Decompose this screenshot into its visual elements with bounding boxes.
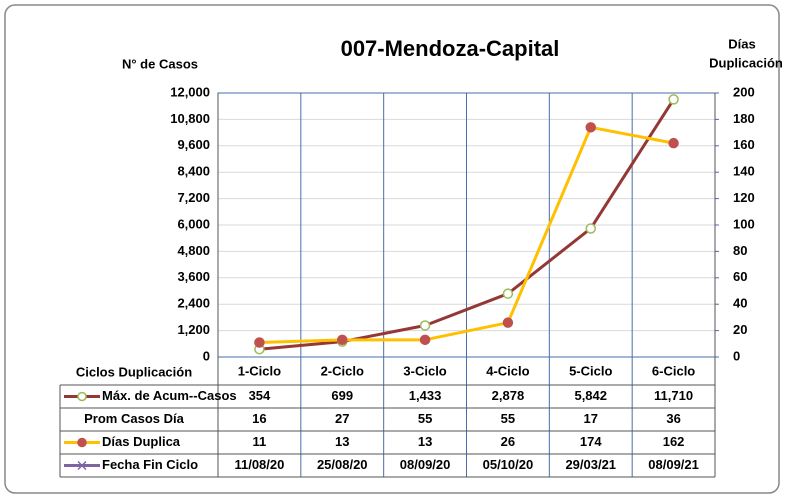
y-tick-label: 6,000 [177, 216, 210, 231]
series-marker [502, 288, 514, 299]
y-tick-label: 3,600 [177, 269, 210, 284]
y2-tick-label: 100 [733, 216, 755, 231]
y2-tick-label: 200 [733, 84, 755, 99]
table-cell: 1,433 [409, 388, 442, 403]
legend-marker [77, 437, 87, 448]
y-tick-label: 9,600 [177, 137, 210, 152]
categories-label: Ciclos Duplicación [76, 364, 192, 379]
y-tick-label: 10,800 [170, 111, 210, 126]
table-cell: 17 [584, 411, 598, 426]
y-tick-label: 0 [203, 348, 210, 363]
x-tick-label: 5-Ciclo [569, 363, 612, 378]
y2-tick-label: 60 [733, 269, 747, 284]
table-cell: 11,710 [654, 388, 693, 403]
y2-tick-label: 80 [733, 243, 747, 258]
y2-axis-label: Duplicación [709, 55, 783, 70]
x-tick-label: 3-Ciclo [403, 363, 446, 378]
table-cell: 13 [418, 434, 432, 449]
series-marker [254, 337, 265, 348]
chart-border [4, 4, 780, 494]
chart-title: 007-Mendoza-Capital [341, 36, 560, 61]
table-cell: 55 [418, 411, 432, 426]
y-tick-label: 2,400 [177, 296, 210, 311]
series-marker [668, 94, 679, 105]
y-tick-label: 4,800 [177, 243, 210, 258]
legend-label: Días Duplica [102, 434, 181, 449]
y2-tick-label: 0 [733, 348, 740, 363]
series-line [259, 98, 675, 351]
table-cell: 354 [249, 388, 271, 403]
table-cell: 29/03/21 [565, 457, 616, 472]
table-cell: 13 [335, 434, 349, 449]
table-cell: 11 [253, 434, 267, 449]
y2-tick-label: 140 [733, 164, 755, 179]
y-tick-label: 8,400 [177, 164, 210, 179]
table-cell: 08/09/21 [648, 457, 699, 472]
legend-label: Fecha Fin Ciclo [102, 457, 198, 472]
table-cell: 174 [580, 434, 602, 449]
series-marker [668, 137, 679, 149]
table-cell: 16 [252, 411, 266, 426]
x-tick-label: 1-Ciclo [238, 363, 281, 378]
x-tick-label: 6-Ciclo [652, 363, 695, 378]
x-tick-label: 2-Ciclo [321, 363, 364, 378]
series-marker [585, 223, 596, 234]
series-marker [585, 122, 596, 133]
table-cell: 27 [335, 411, 349, 426]
legend-marker [77, 391, 87, 402]
y2-tick-label: 120 [733, 190, 755, 205]
table-cell: 08/09/20 [400, 457, 451, 472]
table-cell: 5,842 [574, 388, 607, 403]
y-tick-label: 12,000 [170, 84, 210, 99]
y-tick-label: 1,200 [177, 322, 210, 337]
series-marker [337, 334, 348, 346]
y-tick-label: 7,200 [177, 190, 210, 205]
y2-tick-label: 20 [733, 322, 747, 337]
table-cell: 162 [663, 434, 685, 449]
series-marker [419, 320, 431, 331]
table-cell: 55 [501, 411, 515, 426]
table-cell: 26 [501, 434, 515, 449]
table-cell: 2,878 [492, 388, 525, 403]
table-cell: 25/08/20 [317, 457, 368, 472]
y2-axis-label: Días [728, 36, 755, 51]
table-cell: 36 [666, 411, 680, 426]
y-axis-label: N° de Casos [122, 56, 198, 71]
series-marker [502, 317, 514, 328]
y2-tick-label: 160 [733, 137, 755, 152]
legend-marker [77, 460, 87, 471]
table-cell: 699 [331, 388, 353, 403]
legend-label: Prom Casos Día [84, 411, 184, 426]
legend-label: Máx. de Acum--Casos [102, 388, 237, 403]
y2-tick-label: 180 [733, 111, 755, 126]
table-cell: 11/08/20 [234, 457, 284, 472]
x-tick-label: 4-Ciclo [486, 363, 529, 378]
series-marker [419, 334, 431, 346]
y2-tick-label: 40 [733, 296, 747, 311]
table-cell: 05/10/20 [483, 457, 534, 472]
series-line [259, 125, 674, 344]
